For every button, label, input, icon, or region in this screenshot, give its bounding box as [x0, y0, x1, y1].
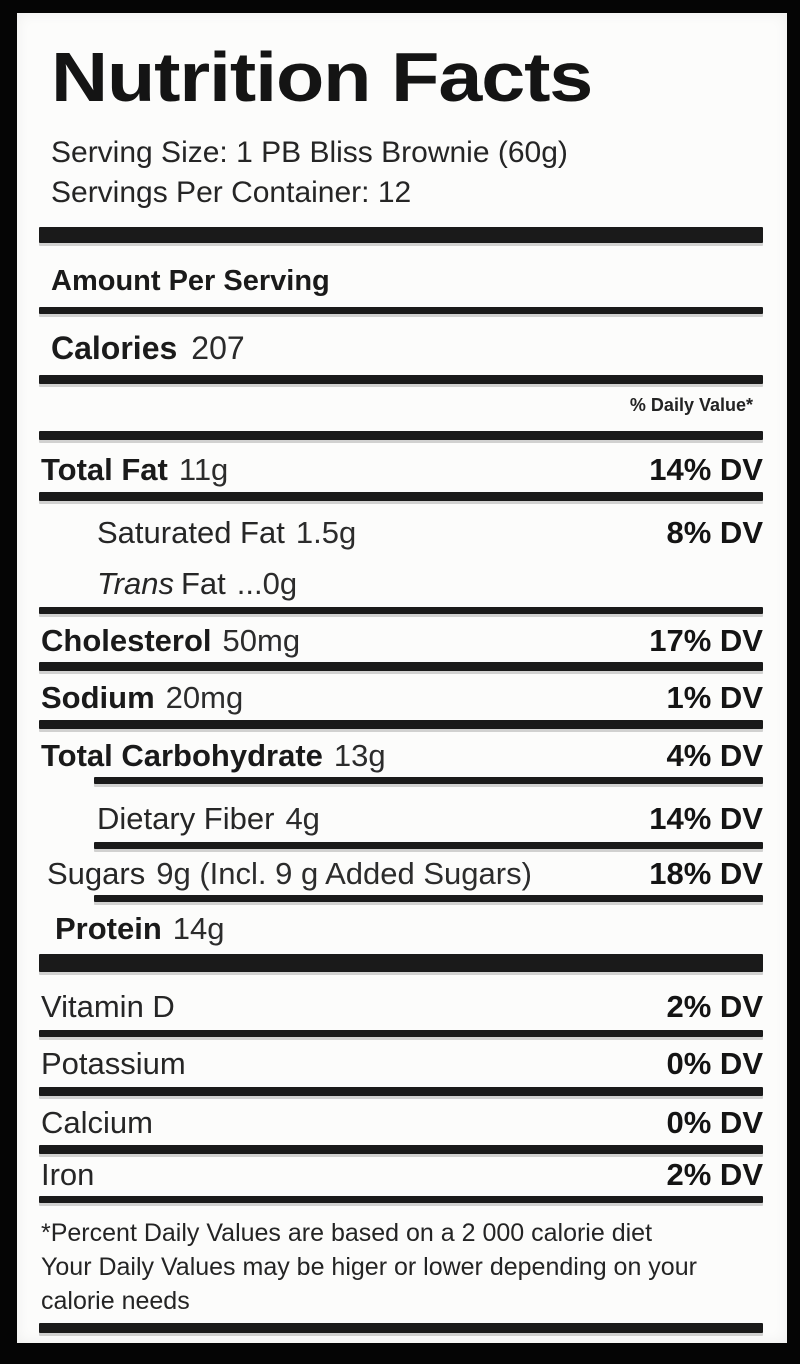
nutrient-row-saturated-fat: Saturated Fat 1.5g 8% DV: [39, 514, 763, 552]
calories-value: 207: [191, 330, 245, 366]
separator-bar: [39, 720, 763, 729]
nutrient-name: Saturated Fat: [97, 515, 285, 550]
separator-bar-thick: [39, 954, 763, 972]
nutrient-row-total-carbohydrate: Total Carbohydrate 13g 4% DV: [39, 737, 763, 775]
serving-size-line: Serving Size: 1 PB Bliss Brownie (60g): [51, 136, 568, 169]
nutrient-dv: 8% DV: [666, 515, 763, 550]
nutrient-dv: 2% DV: [666, 989, 763, 1024]
micronutrient-row-vitamin-d: Vitamin D 2% DV: [39, 988, 763, 1026]
footnote-line-3: calorie needs: [41, 1287, 190, 1315]
nutrient-row-sugars: Sugars 9g (Incl. 9 g Added Sugars) 18% D…: [39, 855, 763, 893]
footnote-line-2: Your Daily Values may be higer or lower …: [41, 1253, 697, 1281]
nutrient-dv: 0% DV: [666, 1105, 763, 1140]
separator-bar-indented: [94, 777, 763, 784]
nutrient-name: Potassium: [41, 1046, 186, 1081]
nutrient-dv: 17% DV: [649, 623, 763, 658]
servings-per-container-line: Servings Per Container: 12: [51, 176, 412, 209]
daily-value-header: % Daily Value*: [629, 395, 753, 415]
separator-bar: [39, 431, 763, 440]
separator-bar-thick: [39, 227, 763, 243]
nutrient-name: Protein: [55, 911, 162, 946]
nutrient-dv: 14% DV: [649, 452, 763, 487]
separator-bar: [39, 1087, 763, 1096]
nutrient-name: Total Fat: [41, 452, 168, 487]
micronutrient-row-calcium: Calcium 0% DV: [39, 1104, 763, 1142]
nutrient-amount: 11g: [178, 452, 229, 487]
nutrient-amount: ...0g: [236, 566, 298, 601]
nutrient-dv: 4% DV: [666, 738, 763, 773]
label-title: Nutrition Facts: [51, 38, 593, 116]
nutrient-amount: 14g: [172, 911, 225, 946]
separator-bar-indented: [94, 895, 763, 902]
separator-bar-indented: [94, 842, 763, 849]
nutrient-name: Sodium: [41, 680, 155, 715]
nutrient-name: Iron: [41, 1157, 95, 1192]
micronutrient-row-potassium: Potassium 0% DV: [39, 1045, 763, 1083]
separator-bar: [39, 492, 763, 501]
nutrient-amount: 9g (Incl. 9 g Added Sugars): [156, 856, 532, 891]
nutrient-row-trans-fat: Trans Fat ...0g: [39, 565, 763, 603]
separator-bar: [39, 607, 763, 614]
calories-label: Calories: [51, 330, 178, 366]
separator-bar: [39, 1030, 763, 1037]
nutrient-amount: 13g: [333, 738, 386, 773]
nutrient-row-total-fat: Total Fat 11g 14% DV: [39, 451, 763, 489]
nutrition-label: Nutrition Facts Serving Size: 1 PB Bliss…: [17, 13, 787, 1343]
nutrient-amount: 20mg: [165, 680, 244, 715]
nutrient-row-dietary-fiber: Dietary Fiber 4g 14% DV: [39, 800, 763, 838]
nutrient-name: Fat: [180, 566, 226, 601]
nutrient-row-protein: Protein 14g: [39, 910, 763, 948]
nutrient-dv: 2% DV: [666, 1157, 763, 1192]
nutrient-dv: 0% DV: [666, 1046, 763, 1081]
nutrient-name: Calcium: [41, 1105, 153, 1140]
nutrient-dv: 1% DV: [666, 680, 763, 715]
separator-bar: [39, 307, 763, 314]
nutrient-name: Sugars: [47, 856, 146, 891]
separator-bar-bottom: [39, 1323, 763, 1333]
separator-bar: [39, 662, 763, 671]
amount-per-serving-heading: Amount Per Serving: [51, 265, 330, 297]
nutrient-name-italic: Trans: [97, 566, 174, 601]
micronutrient-row-iron: Iron 2% DV: [39, 1156, 763, 1194]
nutrient-dv: 18% DV: [649, 856, 763, 891]
separator-bar: [39, 1196, 763, 1203]
calories-row: Calories 207: [51, 328, 763, 368]
separator-bar: [39, 375, 763, 384]
footnote-line-1: *Percent Daily Values are based on a 2 0…: [41, 1219, 653, 1247]
nutrient-name: Cholesterol: [41, 623, 212, 658]
nutrient-name: Dietary Fiber: [97, 801, 275, 836]
nutrient-dv: 14% DV: [649, 801, 763, 836]
separator-bar: [39, 1145, 763, 1154]
nutrient-amount: 1.5g: [295, 515, 357, 550]
nutrient-name: Total Carbohydrate: [41, 738, 323, 773]
nutrient-name: Vitamin D: [41, 989, 175, 1024]
nutrient-amount: 50mg: [222, 623, 301, 658]
nutrient-row-cholesterol: Cholesterol 50mg 17% DV: [39, 622, 763, 660]
nutrient-row-sodium: Sodium 20mg 1% DV: [39, 679, 763, 717]
footnote: *Percent Daily Values are based on a 2 0…: [41, 1216, 763, 1318]
nutrient-amount: 4g: [285, 801, 320, 836]
